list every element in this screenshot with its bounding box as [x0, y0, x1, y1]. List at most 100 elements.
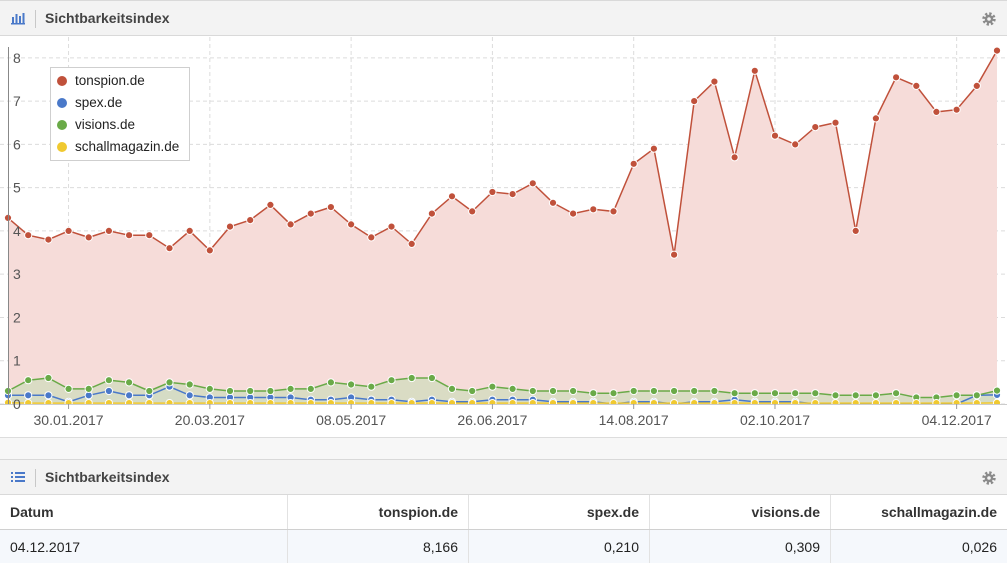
- legend-item-spex[interactable]: spex.de: [57, 93, 122, 113]
- data-point: [84, 384, 93, 393]
- table-panel-header: Sichtbarkeitsindex: [0, 459, 1007, 495]
- data-point: [972, 81, 981, 91]
- gear-icon[interactable]: [981, 470, 997, 486]
- legend-label: schallmagazin.de: [75, 139, 180, 154]
- data-point: [447, 192, 457, 201]
- data-point: [629, 159, 638, 168]
- data-point: [306, 209, 315, 218]
- data-point: [44, 391, 53, 400]
- data-point: [508, 190, 517, 199]
- data-point: [972, 391, 981, 400]
- data-point: [165, 244, 174, 253]
- data-point: [892, 73, 901, 82]
- legend-marker: [57, 120, 67, 130]
- data-point: [710, 386, 719, 396]
- gear-icon[interactable]: [981, 11, 997, 27]
- data-point: [589, 389, 598, 398]
- data-point: [165, 378, 174, 387]
- data-point: [831, 118, 840, 127]
- data-point: [488, 187, 497, 197]
- data-point: [246, 386, 255, 396]
- data-point: [347, 220, 356, 229]
- panel-gap: [0, 437, 1007, 459]
- chart-panel-title: Sichtbarkeitsindex: [45, 10, 170, 26]
- data-point: [649, 144, 659, 153]
- data-point: [266, 200, 275, 209]
- data-point: [649, 386, 659, 396]
- data-point: [387, 376, 396, 385]
- data-point: [24, 376, 33, 385]
- column-header-visions[interactable]: visions.de: [649, 495, 831, 530]
- data-point: [730, 153, 739, 162]
- data-point: [125, 391, 134, 400]
- column-header-spex[interactable]: spex.de: [468, 495, 650, 530]
- data-point: [225, 222, 235, 231]
- cell-spex: 0,210: [468, 529, 650, 563]
- data-point: [145, 231, 154, 240]
- chart-panel-header: Sichtbarkeitsindex: [0, 0, 1007, 36]
- data-point: [851, 226, 860, 235]
- header-separator: [35, 10, 36, 28]
- data-point: [528, 386, 537, 396]
- data-point: [952, 391, 961, 400]
- data-point: [326, 378, 335, 387]
- data-point: [468, 207, 477, 216]
- legend-item-visions[interactable]: visions.de: [57, 115, 135, 135]
- y-tick-label: 2: [13, 309, 21, 325]
- cell-datum: 04.12.2017: [0, 529, 288, 563]
- data-point: [750, 389, 759, 398]
- data-point: [104, 226, 114, 235]
- data-point: [367, 382, 376, 391]
- data-point: [851, 391, 860, 400]
- column-header-schallmagazin[interactable]: schallmagazin.de: [830, 495, 1007, 530]
- legend-item-tonspion[interactable]: tonspion.de: [57, 71, 145, 91]
- data-point: [427, 209, 436, 218]
- data-point: [185, 380, 194, 389]
- data-point: [548, 386, 558, 396]
- legend-label: spex.de: [75, 95, 123, 110]
- data-point: [750, 66, 759, 75]
- data-point: [609, 207, 618, 216]
- legend-item-schallmagazin[interactable]: schallmagazin.de: [57, 137, 179, 157]
- chart-legend: tonspion.de spex.de visions.de schallmag…: [50, 67, 190, 161]
- data-point: [407, 239, 416, 248]
- legend-label: tonspion.de: [75, 73, 145, 88]
- column-header-datum[interactable]: Datum: [0, 495, 288, 530]
- table-row: 04.12.2017 8,166 0,210 0,309 0,026: [0, 529, 1007, 563]
- data-point: [125, 378, 134, 387]
- data-point: [770, 131, 780, 140]
- x-tick-label: 14.08.2017: [599, 412, 669, 428]
- data-point: [811, 123, 820, 132]
- y-tick-label: 8: [13, 50, 21, 66]
- data-point: [447, 384, 457, 393]
- list-icon: [11, 472, 25, 482]
- data-point: [286, 220, 295, 229]
- data-point: [791, 140, 800, 149]
- y-tick-label: 6: [13, 136, 21, 152]
- y-tick-label: 7: [13, 93, 21, 109]
- data-point: [871, 114, 881, 123]
- column-header-tonspion[interactable]: tonspion.de: [287, 495, 469, 530]
- cell-visions: 0,309: [649, 529, 831, 563]
- data-point: [24, 391, 33, 400]
- data-point: [912, 81, 921, 91]
- data-point: [548, 198, 558, 207]
- data-point: [730, 389, 739, 398]
- data-point: [670, 250, 679, 259]
- x-tick-label: 26.06.2017: [457, 412, 527, 428]
- y-tick-label: 0: [13, 396, 21, 412]
- data-point: [84, 233, 93, 242]
- data-point: [306, 384, 315, 393]
- data-point: [629, 386, 638, 396]
- data-point: [407, 373, 416, 383]
- data-point: [367, 233, 376, 242]
- data-point: [44, 373, 53, 383]
- data-point: [670, 386, 679, 396]
- data-point: [952, 105, 961, 114]
- x-tick-label: 08.05.2017: [316, 412, 386, 428]
- x-tick-label: 30.01.2017: [34, 412, 104, 428]
- data-point: [326, 203, 335, 212]
- data-point: [225, 386, 235, 396]
- data-point: [347, 380, 356, 389]
- data-point: [125, 231, 134, 240]
